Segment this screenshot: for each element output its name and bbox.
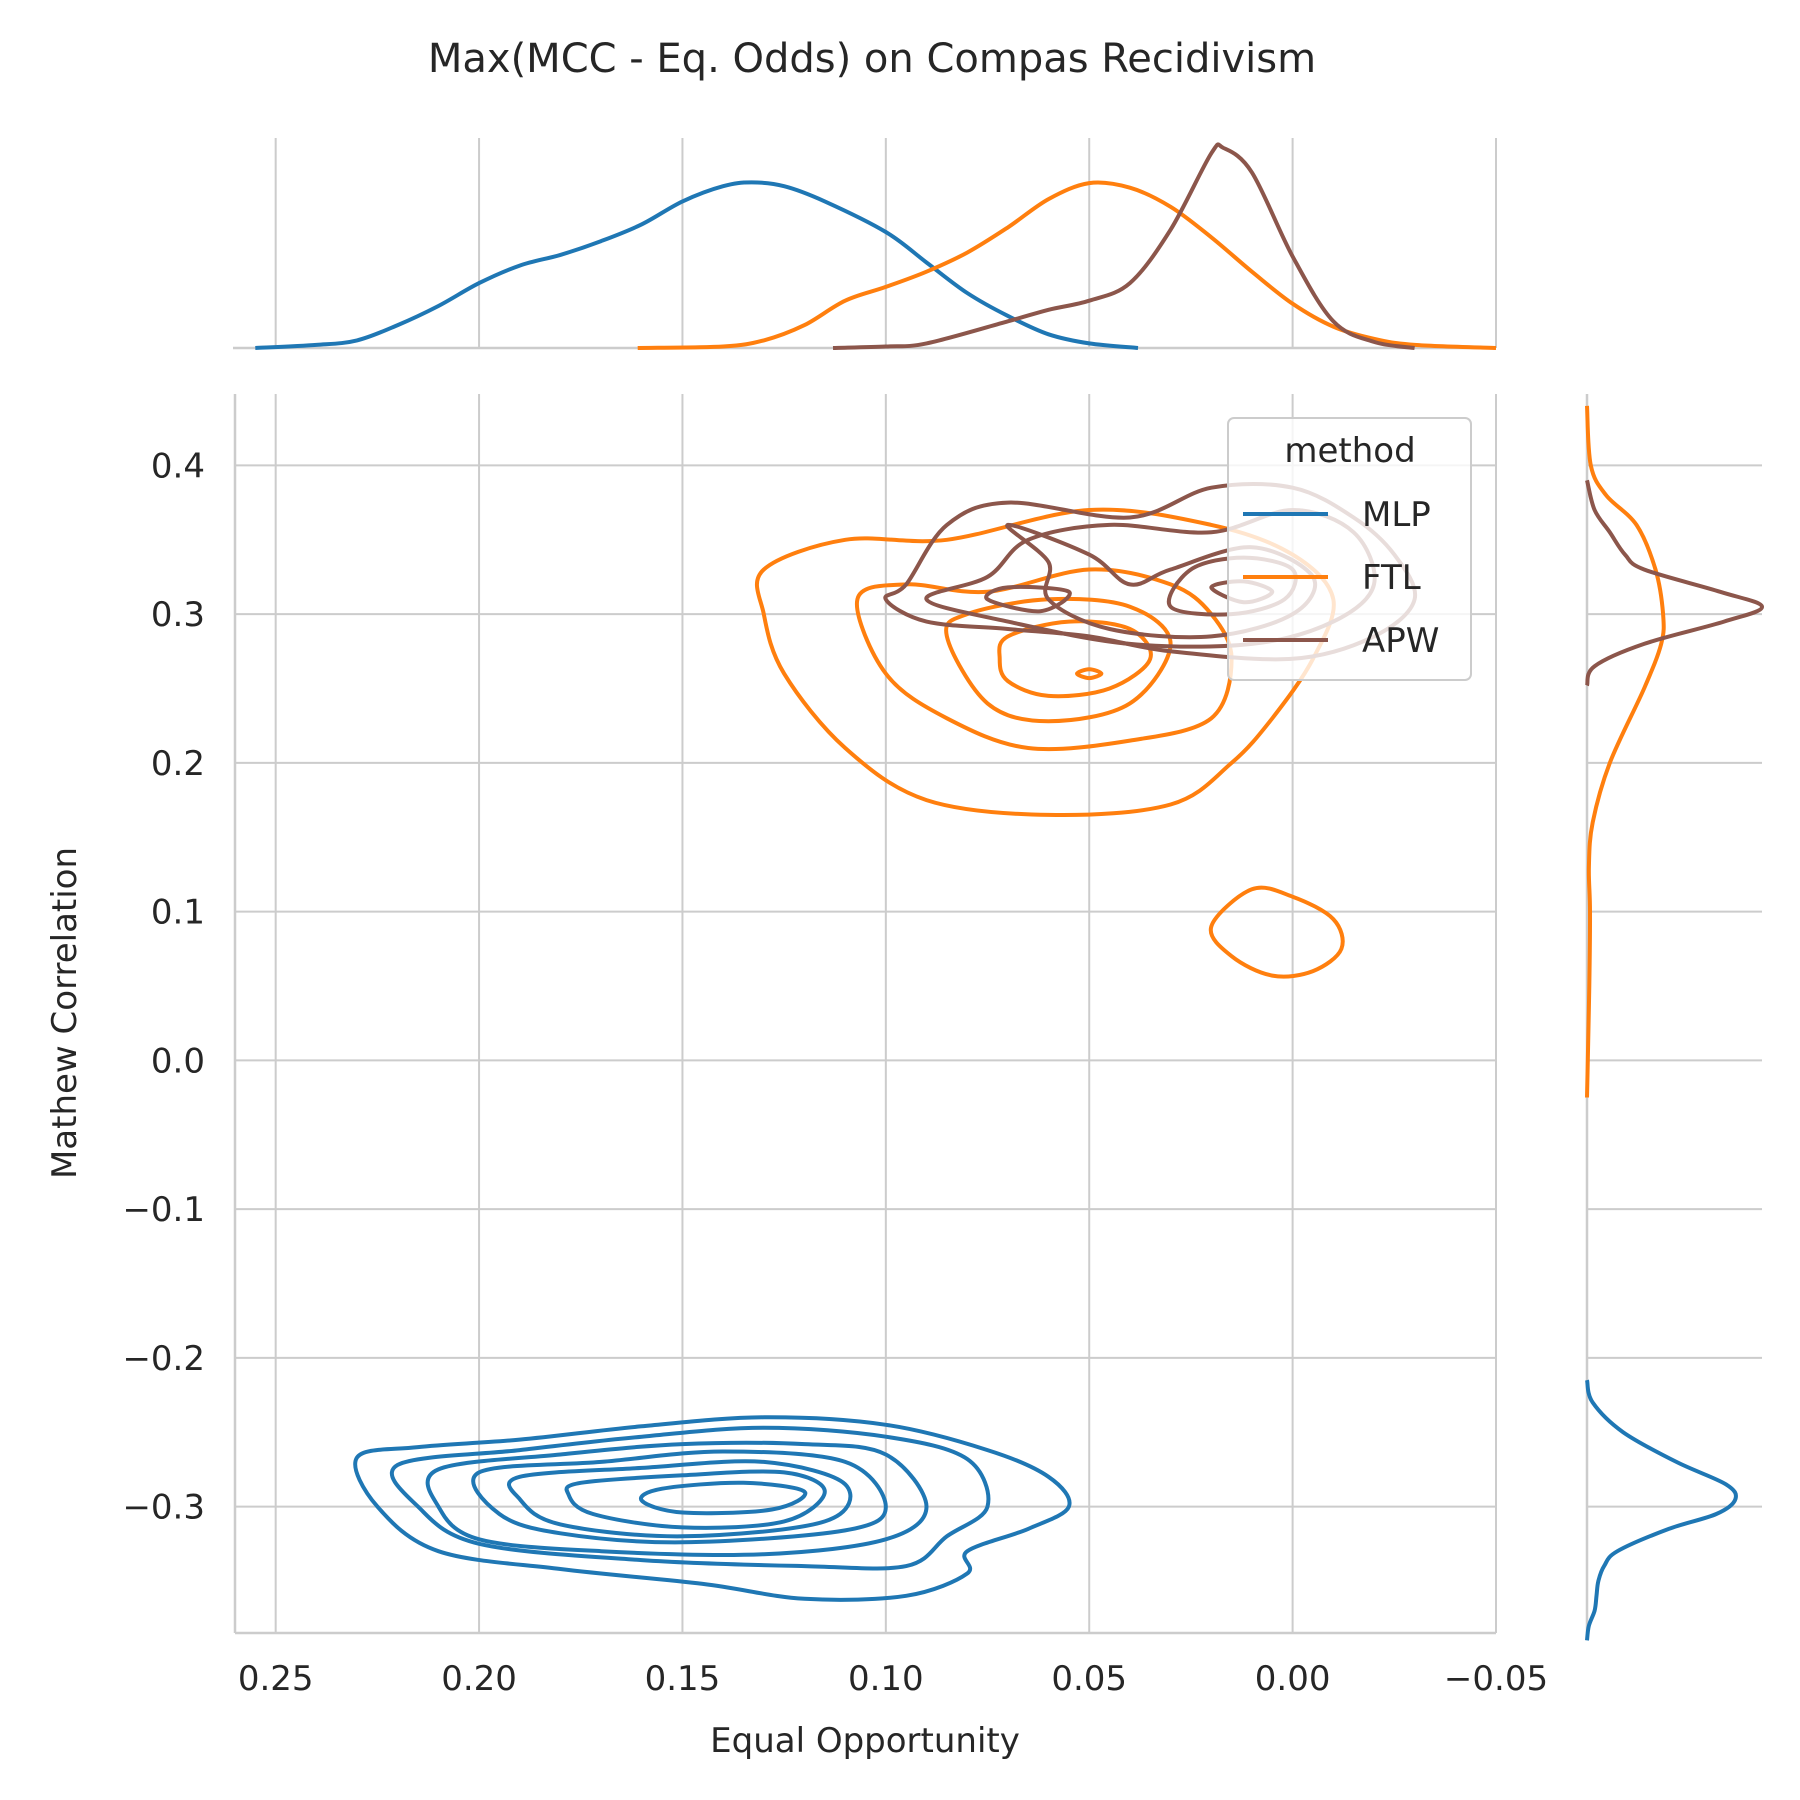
legend-label-ftl: FTL xyxy=(1362,558,1421,598)
contour-mlp xyxy=(389,1425,991,1571)
top-marginal-curve-mlp xyxy=(255,180,1139,350)
x-tick-label: 0.10 xyxy=(848,1659,924,1699)
right-marginal-curve-apw xyxy=(1585,479,1764,687)
y-axis-label: Mathew Correlation xyxy=(45,847,85,1179)
contour-mlp xyxy=(425,1440,929,1557)
y-tick-label: −0.1 xyxy=(122,1190,205,1230)
contour-mlp xyxy=(471,1449,888,1545)
top-marginal xyxy=(233,138,1497,350)
y-tick-label: 0.3 xyxy=(151,595,205,635)
y-tick-label: 0.1 xyxy=(151,893,205,933)
top-marginal-curve-apw xyxy=(832,142,1415,350)
right-marginal-curve-mlp xyxy=(1585,1379,1738,1641)
x-tick-label: −0.05 xyxy=(1444,1659,1548,1699)
right-marginal-grid xyxy=(1587,464,1762,1508)
top-marginal-grid xyxy=(274,138,1497,348)
y-tick-labels: 0.4 0.3 0.2 0.1 0.0 −0.1 −0.2 −0.3 xyxy=(122,446,205,1527)
x-tick-label: 0.20 xyxy=(441,1659,517,1699)
x-axis-label: Equal Opportunity xyxy=(710,1721,1020,1761)
chart-title: Max(MCC - Eq. Odds) on Compas Recidivism xyxy=(428,36,1316,82)
joint-contours xyxy=(353,481,1418,1602)
y-tick-label: −0.2 xyxy=(122,1339,205,1379)
contour-ftl xyxy=(1075,667,1104,681)
x-tick-labels: 0.25 0.20 0.15 0.10 0.05 0.00 −0.05 xyxy=(238,1659,1548,1699)
right-marginal-curve-ftl xyxy=(1585,405,1666,1098)
contour-mlp xyxy=(564,1469,827,1530)
joint-panel: 0.25 0.20 0.15 0.10 0.05 0.00 −0.05 0.40.30.20… xyxy=(122,394,1548,1699)
x-tick-label: 0.05 xyxy=(1051,1659,1127,1699)
y-tick-label: 0.2 xyxy=(151,744,205,784)
y-tick-label: 0.0 xyxy=(151,1041,205,1081)
legend-title: method xyxy=(1284,431,1415,471)
contour-ftl xyxy=(944,596,1173,724)
legend-entries: MLP FTL APW xyxy=(1243,495,1439,661)
x-tick-label: 0.00 xyxy=(1255,1659,1331,1699)
right-marginal xyxy=(1585,394,1764,1641)
contour-apw xyxy=(984,584,1072,614)
right-marginal-curves xyxy=(1585,405,1764,1641)
y-tick-label: −0.3 xyxy=(122,1488,205,1528)
contour-mlp xyxy=(507,1459,853,1539)
legend-frame xyxy=(1227,417,1472,681)
x-tick-label: 0.25 xyxy=(238,1659,314,1699)
top-marginal-curve-ftl xyxy=(637,180,1497,350)
contour-ftl xyxy=(1208,885,1345,979)
contour-mlp xyxy=(639,1480,808,1516)
y-tick-label: 0.4 xyxy=(151,446,205,486)
legend-label-mlp: MLP xyxy=(1362,495,1431,535)
contour-mlp xyxy=(353,1415,1072,1602)
legend: method MLP FTL APW xyxy=(1227,417,1472,681)
top-marginal-curves xyxy=(255,142,1497,350)
legend-label-apw: APW xyxy=(1362,621,1439,661)
x-tick-label: 0.15 xyxy=(645,1659,721,1699)
